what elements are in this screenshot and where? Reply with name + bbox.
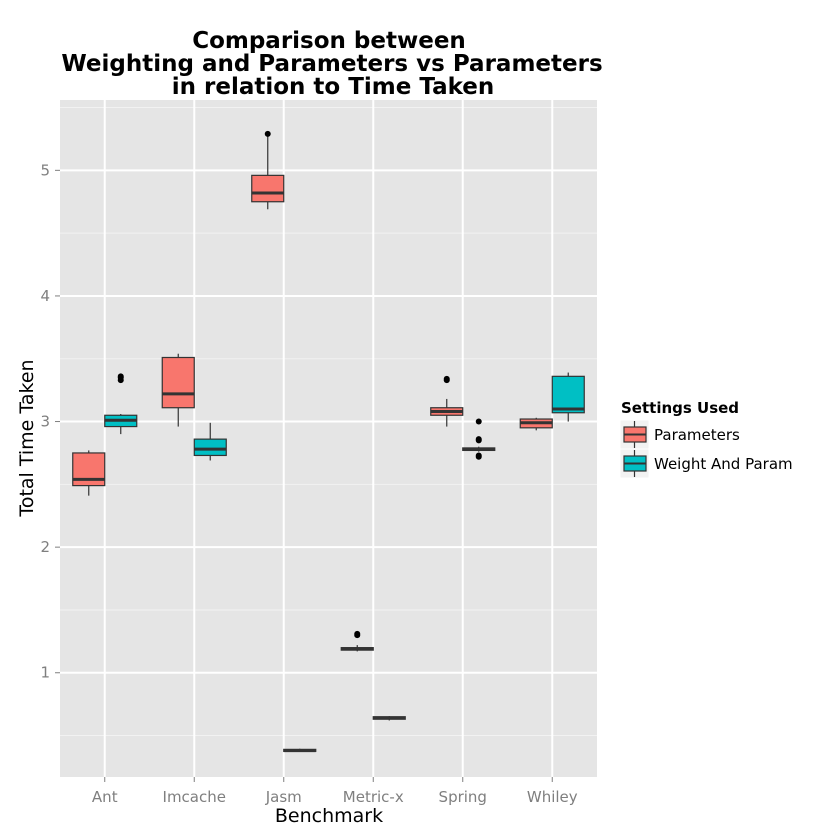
- x-tick-label: Whiley: [527, 788, 578, 806]
- box-parameters-jasm: [251, 130, 285, 210]
- box-parameters-imcache: [161, 353, 195, 427]
- box-weight-and-param-whiley: [551, 372, 585, 422]
- box-body: [551, 375, 585, 414]
- chart-title: Comparison between Weighting and Paramet…: [61, 28, 602, 100]
- x-tick-label: Ant: [92, 788, 118, 806]
- box-weight-and-param-jasm: [283, 748, 317, 753]
- box-weight-and-param-imcache: [193, 422, 227, 461]
- grid-lines: [60, 100, 597, 777]
- x-tick-label: Imcache: [163, 788, 226, 806]
- x-tick-label: Metric-x: [343, 788, 404, 806]
- box-parameters-metric-x: [340, 630, 374, 652]
- chart-title-line-3: in relation to Time Taken: [172, 74, 495, 100]
- box-parameters-spring: [430, 375, 464, 427]
- x-axis-ticks: Ant Imcache Jasm Metric-x Spring Whiley: [92, 777, 578, 806]
- chart-title-line-2: Weighting and Parameters vs Parameters: [61, 51, 602, 77]
- outlier-point: [354, 630, 361, 637]
- legend-label-weight-and-param: Weight And Param: [654, 455, 793, 473]
- x-tick-label: Jasm: [265, 788, 302, 806]
- outlier-point: [443, 375, 450, 382]
- outlier-point: [475, 436, 482, 443]
- outlier-point: [264, 130, 271, 137]
- legend-label-parameters: Parameters: [654, 426, 740, 444]
- chart-title-line-1: Comparison between: [192, 28, 466, 54]
- y-tick-label: 4: [40, 287, 50, 305]
- outlier-point: [475, 418, 482, 425]
- box-parameters-whiley: [519, 417, 553, 431]
- y-tick-label: 2: [40, 538, 50, 556]
- y-axis-ticks: 1 2 3 4 5: [40, 161, 60, 682]
- box-series: [72, 130, 585, 753]
- box-weight-and-param-spring: [462, 418, 496, 460]
- outlier-point: [117, 373, 124, 380]
- box-body: [161, 356, 195, 409]
- box-body: [193, 438, 227, 457]
- box-parameters-ant: [72, 450, 106, 496]
- y-tick-label: 5: [40, 161, 50, 179]
- x-tick-label: Spring: [439, 788, 487, 806]
- box-body: [251, 174, 285, 203]
- y-tick-label: 1: [40, 664, 50, 682]
- x-axis-title: Benchmark: [275, 805, 383, 827]
- legend-title: Settings Used: [621, 399, 739, 417]
- y-tick-label: 3: [40, 413, 50, 431]
- box-weight-and-param-ant: [104, 373, 138, 435]
- y-axis-title: Total Time Taken: [16, 359, 38, 517]
- box-weight-and-param-metric-x: [372, 716, 406, 721]
- plot-panel: [60, 100, 597, 777]
- outlier-point: [475, 452, 482, 459]
- legend: Settings Used Parameters Weight And Para…: [619, 399, 793, 479]
